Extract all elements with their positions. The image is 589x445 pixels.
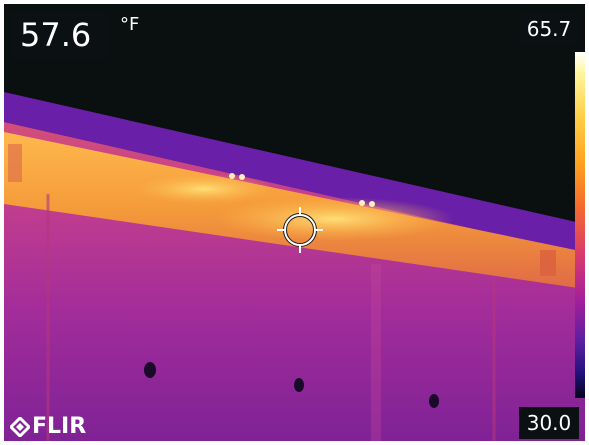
temperature-unit: °F [120,14,140,35]
scale-max-value: 65.7 [519,14,579,44]
thermal-viewer: 57.6 °F 65.7 30.0 FLIR [4,4,585,441]
color-scale-bar [575,52,585,398]
flir-logo-text: FLIR [32,414,87,439]
flir-logo: FLIR [10,414,86,439]
scale-min-value: 30.0 [519,407,579,439]
thermal-image [4,4,585,441]
flir-logo-icon [10,416,30,437]
spot-temperature: 57.6 [10,12,108,58]
crosshair-icon [277,207,323,253]
